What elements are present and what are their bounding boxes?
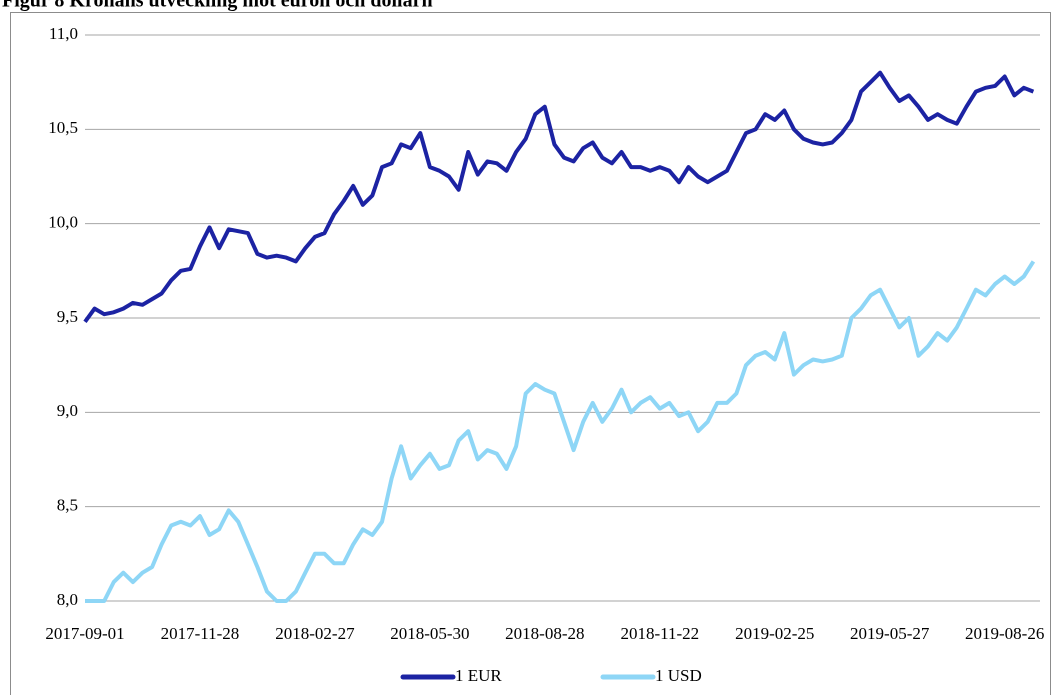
legend-label: 1 USD <box>655 666 702 685</box>
y-tick-label: 10,5 <box>48 118 78 137</box>
y-tick-label: 11,0 <box>49 24 78 43</box>
x-tick-label: 2019-08-26 <box>965 624 1044 643</box>
y-tick-label: 8,5 <box>57 496 78 515</box>
x-tick-label: 2019-05-27 <box>850 624 930 643</box>
x-tick-label: 2017-09-01 <box>45 624 124 643</box>
legend-label: 1 EUR <box>455 666 502 685</box>
y-tick-label: 8,0 <box>57 590 78 609</box>
series-line <box>85 260 1036 603</box>
x-tick-label: 2018-11-22 <box>620 624 699 643</box>
chart-title: Figur 8 Kronans utveckling mot euron och… <box>2 0 433 12</box>
x-tick-label: 2019-02-25 <box>735 624 814 643</box>
x-tick-label: 2017-11-28 <box>161 624 240 643</box>
series-line <box>83 70 1035 323</box>
chart-border <box>10 12 1051 695</box>
y-tick-label: 9,0 <box>57 401 78 420</box>
x-tick-label: 2018-08-28 <box>505 624 584 643</box>
x-tick-label: 2018-02-27 <box>275 624 355 643</box>
y-tick-label: 10,0 <box>48 213 78 232</box>
x-tick-label: 2018-05-30 <box>390 624 469 643</box>
y-tick-label: 9,5 <box>57 307 78 326</box>
title-background <box>0 0 1052 12</box>
